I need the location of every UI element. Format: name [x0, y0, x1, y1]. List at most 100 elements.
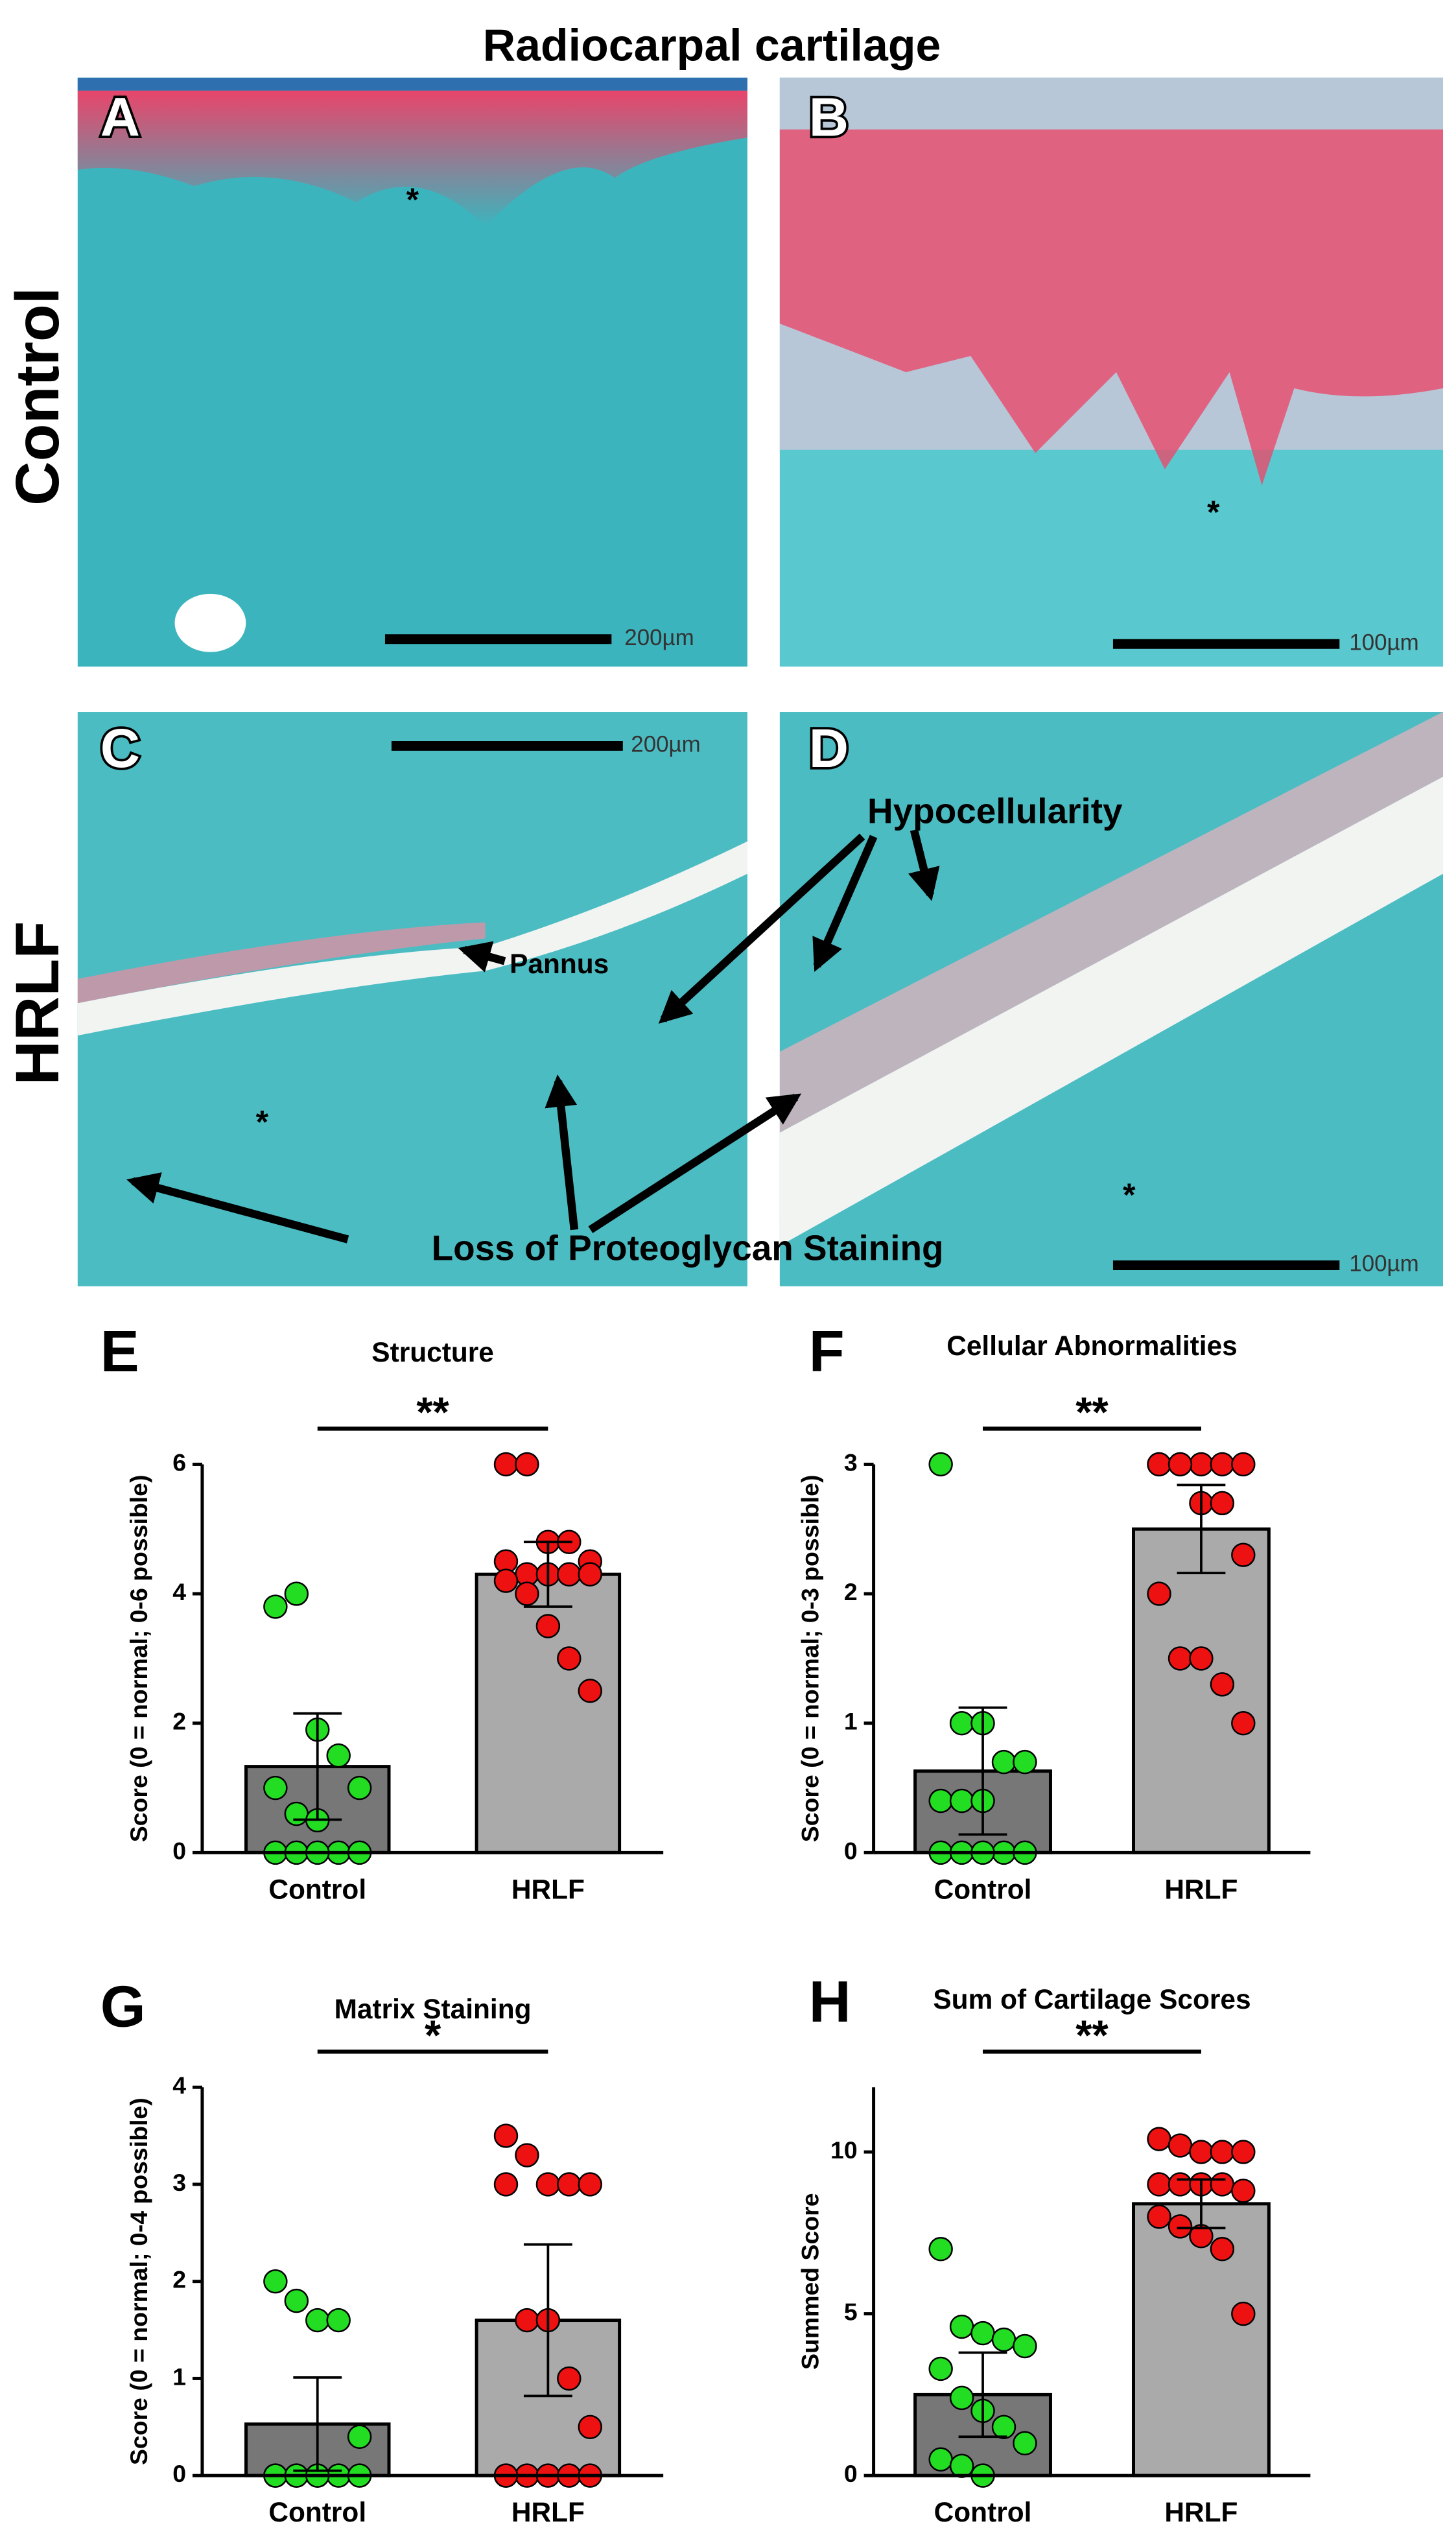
data-point: [1168, 2214, 1193, 2239]
annotation: Pannus: [510, 949, 609, 979]
data-point: [991, 1749, 1016, 1775]
data-point: [1231, 1542, 1256, 1567]
data-point: [515, 1581, 539, 1606]
data-point: [578, 1679, 602, 1703]
data-point: [1210, 2172, 1235, 2197]
data-point: [347, 1775, 372, 1801]
significance: **: [416, 1389, 449, 1436]
row-label: Control: [3, 287, 72, 506]
y-tick-label: 4: [172, 2072, 186, 2099]
panel-letter: E: [100, 1319, 139, 1384]
y-tick-label: 2: [172, 1708, 186, 1735]
asterisk: *: [1123, 1177, 1136, 1213]
data-point: [557, 1646, 581, 1671]
data-point: [284, 1581, 309, 1606]
panel-letter: B: [809, 86, 849, 148]
data-point: [991, 2327, 1016, 2352]
data-point: [1231, 1452, 1256, 1477]
asterisk: *: [1207, 494, 1220, 530]
data-point: [1013, 2333, 1037, 2359]
data-point: [515, 2308, 539, 2333]
data-point: [1189, 1452, 1214, 1477]
y-axis-label: Score (0 = normal; 0-4 possible): [125, 2097, 152, 2465]
data-point: [928, 2237, 953, 2262]
data-point: [991, 2415, 1016, 2439]
asterisk: *: [406, 182, 419, 218]
scale-bar-label: 100µm: [1349, 630, 1418, 655]
arrow: [812, 834, 878, 972]
panel-letter: A: [100, 86, 140, 148]
y-tick-label: 10: [830, 2136, 858, 2164]
data-point: [493, 1568, 519, 1593]
data-point: [1210, 1491, 1235, 1516]
chart-title: Matrix Staining: [335, 1994, 532, 2024]
data-point: [1147, 1452, 1171, 1477]
data-point: [1168, 1646, 1193, 1671]
data-point: [1189, 2140, 1214, 2164]
data-point: [557, 1562, 581, 1587]
y-tick-label: 0: [844, 1837, 858, 1864]
data-point: [928, 1452, 953, 1477]
y-tick-label: 2: [844, 1578, 858, 1605]
data-point: [1231, 2179, 1256, 2203]
arrow: [126, 1172, 349, 1244]
y-tick-label: 1: [844, 1708, 858, 1735]
data-point: [949, 1711, 974, 1736]
data-point: [1210, 2140, 1235, 2164]
arrow: [545, 1074, 579, 1231]
data-point: [1189, 1646, 1214, 1671]
panel-letter: H: [809, 1970, 851, 2035]
significance: *: [425, 2011, 441, 2059]
panel-a: [77, 77, 747, 667]
data-point: [347, 2424, 372, 2449]
bar: [1132, 1527, 1271, 1854]
data-point: [1168, 1452, 1193, 1477]
data-point: [284, 1801, 309, 1826]
data-point: [326, 2308, 351, 2333]
data-point: [1210, 1672, 1235, 1697]
panel-letter: D: [809, 717, 849, 779]
x-tick-label: HRLF: [1164, 2497, 1238, 2527]
figure-title: Radiocarpal cartilage: [483, 19, 941, 70]
data-point: [557, 2366, 581, 2391]
chart-title: Sum of Cartilage Scores: [933, 1984, 1251, 2014]
data-point: [1147, 2127, 1171, 2151]
y-tick-label: 0: [172, 2460, 186, 2487]
y-axis-label: Score (0 = normal; 0-3 possible): [797, 1475, 824, 1843]
data-point: [305, 2308, 330, 2333]
data-point: [535, 2172, 561, 2197]
data-point: [284, 2288, 309, 2313]
panel-c: [77, 712, 747, 1286]
data-point: [578, 1562, 602, 1587]
x-tick-label: Control: [268, 1874, 366, 1904]
y-tick-label: 2: [172, 2266, 186, 2293]
data-point: [928, 2447, 953, 2472]
data-point: [578, 2415, 602, 2439]
arrow: [458, 941, 506, 973]
scale-bar-label: 200µm: [631, 732, 700, 757]
y-tick-label: 3: [172, 2169, 186, 2196]
data-point: [1168, 2133, 1193, 2158]
arrow: [908, 829, 940, 901]
x-tick-label: HRLF: [511, 2497, 585, 2527]
data-point: [949, 2314, 974, 2339]
data-point: [1210, 2237, 1235, 2262]
panel-d: [779, 712, 1444, 1286]
y-tick-label: 6: [172, 1448, 186, 1476]
y-tick-label: 0: [844, 2460, 858, 2487]
data-point: [578, 2172, 602, 2197]
data-point: [1013, 1749, 1037, 1775]
data-point: [557, 2172, 581, 2197]
data-point: [263, 2269, 288, 2294]
y-tick-label: 4: [172, 1578, 186, 1605]
data-point: [949, 2453, 974, 2478]
y-tick-label: 5: [844, 2298, 858, 2325]
panel-letter: F: [809, 1319, 845, 1384]
data-point: [515, 1452, 539, 1477]
row-label: HRLF: [3, 921, 72, 1085]
x-tick-label: Control: [934, 2497, 1032, 2527]
scale-bar-label: 200µm: [624, 625, 694, 650]
panel-b: [779, 77, 1444, 667]
data-point: [949, 1788, 974, 1813]
